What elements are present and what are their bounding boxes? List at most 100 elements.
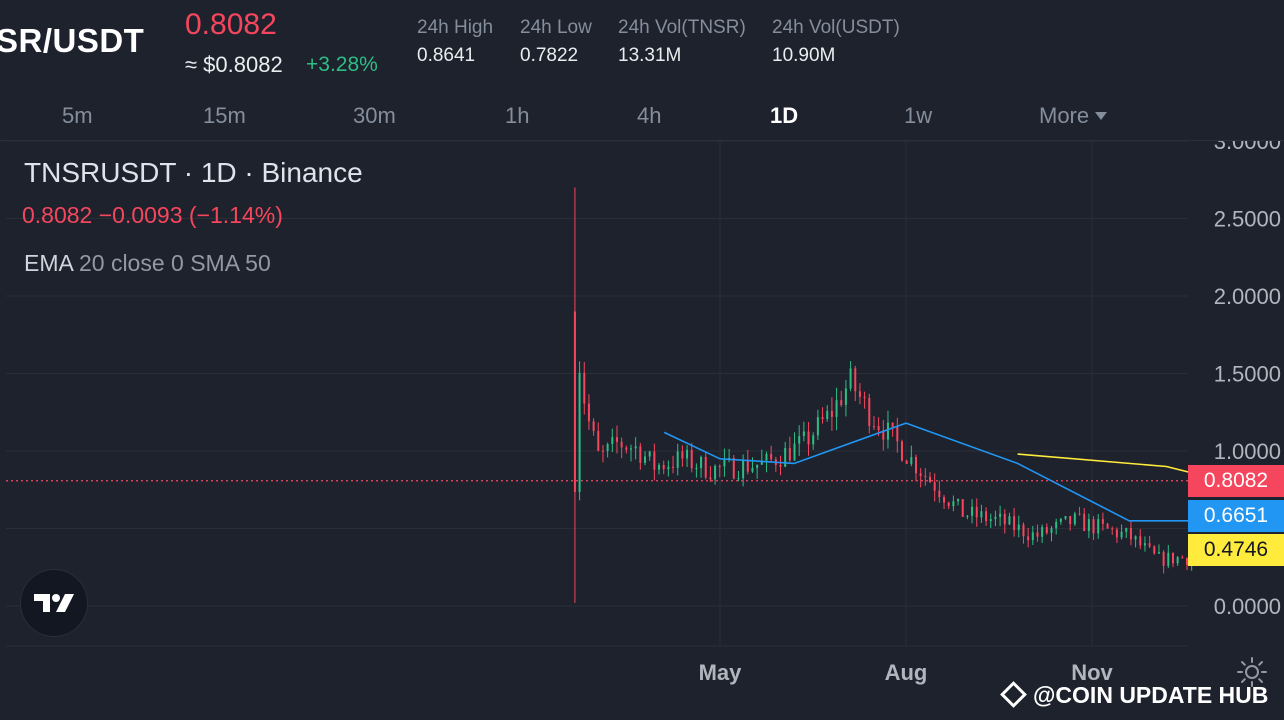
candle-body bbox=[1097, 519, 1100, 534]
tab-1h[interactable]: 1h bbox=[505, 103, 530, 128]
candle-body bbox=[1148, 543, 1151, 547]
sma-value-tag: 0.4746 bbox=[1188, 534, 1284, 566]
candle-body bbox=[1017, 524, 1020, 530]
candle-body bbox=[798, 436, 801, 444]
candle-body bbox=[765, 453, 768, 461]
candle-body bbox=[985, 511, 988, 522]
y-tick-label: 1.0000 bbox=[1214, 439, 1281, 464]
last-price: 0.8082 bbox=[185, 8, 277, 41]
candle-body bbox=[943, 497, 946, 503]
candle-body bbox=[606, 444, 609, 452]
candle-body bbox=[947, 502, 950, 507]
candle-body bbox=[1027, 536, 1030, 541]
candle-body bbox=[999, 513, 1002, 517]
candle-body bbox=[676, 451, 679, 468]
chart-legend-price: 0.8082 −0.0093 (−1.14%) bbox=[22, 202, 283, 228]
ema-value-tag: 0.6651 bbox=[1188, 500, 1284, 532]
candle-body bbox=[933, 482, 936, 491]
usd-price: ≈ $0.8082 bbox=[185, 52, 283, 77]
binance-diamond-icon bbox=[1000, 681, 1027, 709]
tab-more[interactable]: More bbox=[1039, 103, 1108, 129]
candle-body bbox=[770, 453, 773, 460]
candle-body bbox=[1036, 532, 1039, 537]
candle-body bbox=[742, 460, 745, 479]
candle-body bbox=[910, 456, 913, 464]
candle-body bbox=[658, 465, 661, 470]
tab-15m[interactable]: 15m bbox=[203, 103, 246, 128]
chart-legend-indicator[interactable]: EMA 20 close 0 SMA 50 bbox=[24, 250, 271, 277]
candle-body bbox=[961, 499, 964, 517]
candle-body bbox=[695, 468, 698, 470]
candle-body bbox=[1013, 516, 1016, 530]
candle-body bbox=[1078, 513, 1081, 515]
candle-body bbox=[1031, 532, 1034, 541]
candle-body bbox=[686, 449, 689, 459]
candle-body bbox=[723, 459, 726, 467]
candle-body bbox=[891, 422, 894, 427]
candle-body bbox=[1045, 526, 1048, 534]
candle-body bbox=[1008, 516, 1011, 525]
symbol-title[interactable]: SR/USDT bbox=[0, 22, 145, 59]
candle-body bbox=[620, 441, 623, 448]
candle-body bbox=[1143, 543, 1146, 546]
candle-body bbox=[784, 448, 787, 467]
y-tick-label: 3.0000 bbox=[1214, 141, 1281, 154]
candle-body bbox=[1069, 516, 1072, 525]
chart-axes: 3.0000 2.5000 2.0000 1.5000 1.0000 0.0000 May A… bbox=[699, 141, 1281, 685]
candle-body bbox=[578, 372, 581, 492]
candle-body bbox=[1087, 519, 1090, 532]
candle-body bbox=[863, 396, 866, 398]
candle-body bbox=[1111, 528, 1114, 530]
candle-body bbox=[858, 391, 861, 397]
stat-high-value: 0.8641 bbox=[417, 45, 476, 66]
candle-body bbox=[615, 437, 618, 442]
y-tick-label: 1.5000 bbox=[1214, 362, 1281, 387]
change-percent: +3.28% bbox=[306, 53, 378, 76]
candle-body bbox=[830, 410, 833, 418]
candle-body bbox=[1125, 528, 1128, 532]
candle-body bbox=[793, 443, 796, 461]
candle-body bbox=[746, 460, 749, 472]
candle-body bbox=[914, 456, 917, 474]
tab-4h[interactable]: 4h bbox=[637, 103, 662, 128]
candle-body bbox=[1176, 557, 1179, 564]
candle-body bbox=[919, 473, 922, 476]
candle-body bbox=[728, 457, 731, 460]
candle-body bbox=[737, 478, 740, 480]
candle-body bbox=[938, 490, 941, 498]
candle-body bbox=[583, 372, 586, 404]
y-tick-label: 2.5000 bbox=[1214, 207, 1281, 232]
candle-body bbox=[672, 466, 675, 468]
candle-body bbox=[821, 417, 824, 420]
tab-1d[interactable]: 1D bbox=[770, 103, 799, 128]
stat-vol-tnsr-value: 13.31M bbox=[618, 45, 682, 66]
indicator-params: 20 close 0 SMA 50 bbox=[78, 250, 271, 276]
candle-body bbox=[1153, 546, 1156, 554]
tradingview-logo[interactable] bbox=[20, 569, 88, 637]
candle-body bbox=[849, 368, 852, 389]
candle-body bbox=[700, 456, 703, 469]
candle-body bbox=[653, 451, 656, 470]
candle-body bbox=[1129, 528, 1132, 540]
stat-vol-tnsr-label: 24h Vol(TNSR) bbox=[618, 17, 746, 38]
candle-body bbox=[882, 430, 885, 440]
tradingview-logo-mark bbox=[34, 594, 74, 612]
candle-body bbox=[1101, 519, 1104, 524]
candle-body bbox=[989, 519, 992, 522]
candle-body bbox=[601, 450, 604, 452]
candle-body bbox=[877, 426, 880, 431]
sun-icon[interactable] bbox=[1236, 656, 1268, 688]
stat-low-label: 24h Low bbox=[520, 17, 592, 38]
tab-1w[interactable]: 1w bbox=[904, 103, 933, 128]
tab-30m[interactable]: 30m bbox=[353, 103, 396, 128]
candle-body bbox=[714, 466, 717, 480]
candle-body bbox=[1064, 516, 1067, 519]
price-chart[interactable]: 3.0000 2.5000 2.0000 1.5000 1.0000 0.0000 May A… bbox=[0, 141, 1284, 720]
candle-body bbox=[1162, 552, 1165, 566]
candle-body bbox=[854, 368, 857, 392]
candle-body bbox=[718, 466, 721, 468]
tab-5m[interactable]: 5m bbox=[62, 103, 93, 128]
candle-body bbox=[1171, 552, 1174, 564]
candle-body bbox=[1022, 524, 1025, 537]
candle-body bbox=[639, 446, 642, 463]
